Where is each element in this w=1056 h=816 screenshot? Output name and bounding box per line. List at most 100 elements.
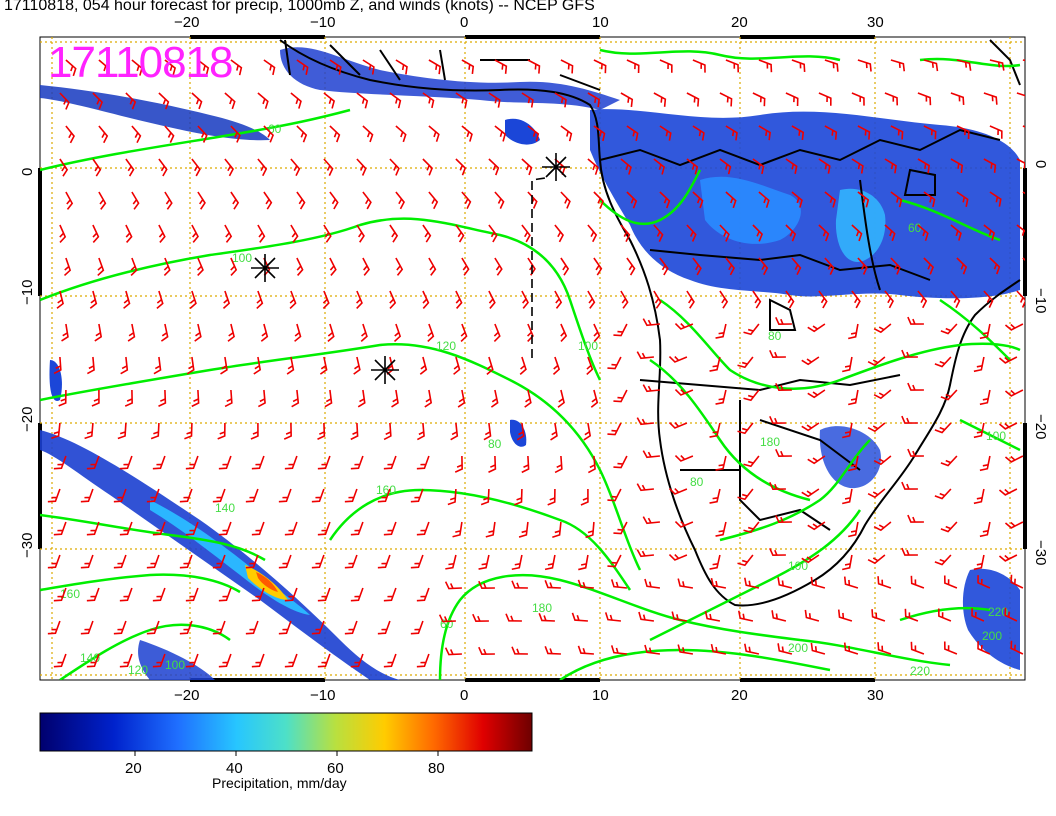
- wind-barb: [416, 455, 430, 470]
- wind-barb: [461, 257, 470, 276]
- wind-barb: [743, 455, 760, 468]
- wind-barb: [488, 92, 501, 108]
- contour-labels: 60 100 120 140 160 180 200 220 160 140 1…: [60, 122, 1008, 678]
- wind-barb: [350, 521, 364, 536]
- wind-barb: [709, 356, 721, 372]
- wind-barb: [758, 257, 769, 276]
- wind-barb: [356, 224, 365, 243]
- wind-barb: [686, 290, 695, 309]
- wind-barb: [873, 455, 892, 466]
- wind-barb: [877, 576, 892, 589]
- colorbar-label: Precipitation, mm/day: [212, 775, 347, 791]
- wind-barb: [613, 521, 628, 535]
- svg-text:−30: −30: [19, 533, 36, 558]
- wind-barb: [557, 389, 565, 408]
- wind-barb: [956, 59, 972, 71]
- wind-barb: [917, 224, 929, 241]
- wind-barb: [923, 125, 937, 140]
- wind-barb: [758, 59, 773, 73]
- wind-barb: [737, 422, 754, 435]
- wind-barb: [47, 488, 61, 503]
- wind-barb: [119, 587, 133, 602]
- wind-barb: [527, 125, 540, 142]
- wind-barb: [311, 488, 325, 503]
- svg-text:−20: −20: [174, 14, 199, 31]
- wind-barb: [743, 577, 760, 589]
- wind-barb: [593, 59, 607, 74]
- wind-barb: [659, 191, 671, 209]
- wind-barb: [644, 578, 661, 589]
- wind-barb: [818, 290, 828, 309]
- wind-barb: [185, 455, 199, 470]
- wind-barb: [445, 554, 457, 570]
- wind-barb: [119, 455, 133, 470]
- wind-barb: [53, 653, 67, 668]
- wind-barb: [383, 422, 392, 441]
- wind-barb: [296, 257, 304, 276]
- coastlines: [279, 39, 1021, 607]
- svg-text:40: 40: [226, 760, 243, 777]
- wind-barb: [428, 59, 441, 75]
- wind-barb: [818, 92, 832, 106]
- wind-barb: [505, 613, 522, 622]
- wind-barb: [710, 643, 727, 655]
- wind-barb: [842, 488, 853, 505]
- wind-barb: [59, 158, 69, 177]
- wind-barb: [873, 323, 892, 334]
- colorbar-tick-labels: 20 40 60 80: [125, 760, 445, 777]
- wind-barb: [455, 92, 468, 108]
- wind-barb: [461, 59, 475, 75]
- wind-barb: [785, 224, 797, 242]
- wind-barb: [63, 257, 72, 276]
- svg-text:30: 30: [867, 687, 884, 704]
- wind-barb: [260, 323, 269, 342]
- wind-barb: [86, 521, 100, 536]
- svg-text:100: 100: [232, 251, 252, 265]
- wind-barb: [737, 554, 754, 567]
- wind-barb: [251, 521, 265, 536]
- wind-barb: [383, 653, 397, 668]
- wind-barb: [410, 488, 424, 503]
- svg-text:−10: −10: [19, 280, 36, 305]
- wind-barb: [636, 417, 654, 426]
- wind-barb: [674, 388, 694, 396]
- wind-barb: [668, 487, 688, 495]
- wind-barb: [677, 578, 694, 589]
- wind-barb: [511, 554, 523, 571]
- wind-barb: [901, 415, 918, 424]
- wind-barb: [356, 92, 369, 109]
- wind-barb: [653, 92, 667, 107]
- wind-barb: [119, 521, 133, 536]
- wind-barb: [785, 290, 795, 309]
- wind-barb: [329, 191, 339, 210]
- wind-barb: [653, 158, 666, 175]
- wind-barb: [851, 92, 865, 106]
- wind-barb: [810, 642, 826, 655]
- wind-barb: [444, 647, 462, 656]
- svg-text:0: 0: [1032, 160, 1049, 168]
- wind-barb: [329, 59, 342, 75]
- wind-barb: [709, 422, 721, 438]
- wind-barb: [164, 59, 177, 76]
- wind-barb: [587, 158, 599, 175]
- wind-barb: [873, 389, 892, 400]
- wind-barb: [636, 549, 654, 558]
- wind-barb: [709, 488, 721, 504]
- wind-barb: [560, 59, 574, 74]
- wind-barb: [290, 92, 302, 109]
- wind-barb: [153, 356, 162, 375]
- wind-barb: [294, 323, 302, 342]
- wind-barb: [1010, 574, 1024, 589]
- wind-barb: [758, 125, 771, 141]
- wind-barb: [317, 455, 331, 470]
- wind-barb: [65, 191, 74, 210]
- wind-barb: [59, 224, 67, 244]
- wind-barb: [256, 290, 264, 310]
- wind-barb: [940, 521, 958, 533]
- wind-barb: [438, 614, 456, 623]
- wind-barb: [950, 92, 965, 106]
- wind-barb: [973, 356, 985, 373]
- svg-text:100: 100: [788, 559, 808, 573]
- wind-barb: [950, 224, 962, 241]
